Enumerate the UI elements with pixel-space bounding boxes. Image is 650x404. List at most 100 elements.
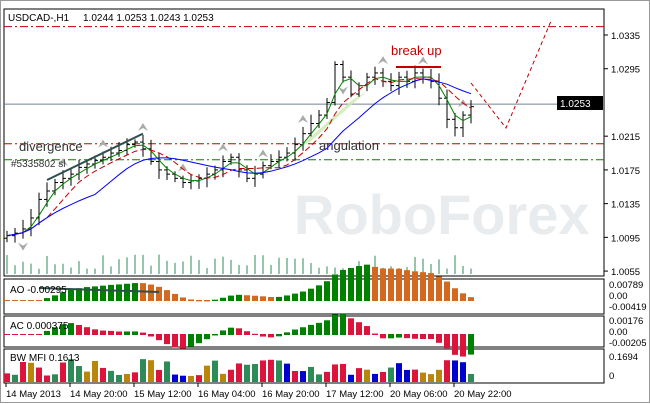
ao-bar [28,300,34,301]
ao-bar [84,287,90,301]
ac-bar [316,322,322,335]
mfi-bar [372,373,378,382]
ao-bar [124,283,130,301]
ac-bar [276,334,282,337]
fractal-up-icon [138,122,148,131]
ao-bar [316,285,322,301]
mfi-bar [388,367,394,382]
mfi-bar [100,367,106,382]
ao-bar [420,272,426,301]
fractal-down-icon [18,242,28,251]
mfi-bar [284,363,290,382]
mfi-bar [292,371,298,382]
ao-bar [100,285,106,301]
ac-bar [20,334,26,335]
fractal-up-icon [258,149,268,158]
ao-bar [188,299,194,301]
mfi-bar [204,365,210,382]
ac-bar [76,324,82,335]
mfi-bar [396,363,402,382]
fractal-up-icon [98,139,108,148]
ac-bar [228,327,234,335]
break-up-annotation: break up [391,43,442,58]
ao-bar [148,284,154,301]
mfi-bar [380,371,386,382]
forecast-line [470,20,552,129]
ac-bar [356,322,362,335]
mfi-bar [132,372,138,382]
ao-bar [252,295,258,301]
ao-bar [380,268,386,301]
fractal-up-icon [298,114,308,123]
ac-bar [4,334,10,335]
ao-bar [4,300,10,301]
fast-ma-line [6,76,472,237]
ac-bar [116,331,122,335]
fractal-down-icon [338,86,348,95]
mfi-bar [348,374,354,382]
mfi-bar [252,364,258,382]
mfi-bar [180,375,186,382]
mfi-bar [20,361,26,382]
mfi-bar [156,369,162,382]
ac-bar [156,334,162,341]
indicator-tick-label: 0.00176 [609,316,643,327]
ac-bar [332,314,338,335]
mfi-bar [404,369,410,382]
mfi-bar [172,374,178,382]
mfi-bar [364,369,370,382]
ac-bar [172,334,178,348]
divergence-annotation: divergence [19,139,83,154]
ao-bar [412,271,418,301]
ac-bar [28,334,34,335]
ao-bar [332,274,338,301]
divergence-trendline [46,132,144,181]
symbol-label: USDCAD-,H1 [8,13,70,24]
ao-bar [92,286,98,301]
ac-bar [84,327,90,335]
ac-bar [44,330,50,335]
ac-bar [180,334,186,349]
pane-frame [3,278,605,315]
mfi-bar [236,363,242,382]
mfi-label: BW MFI 0.1613 [10,353,80,364]
ao-bar [204,300,210,302]
mfi-bar [108,370,114,382]
ao-bar [244,295,250,301]
ac-bar [212,334,218,336]
mfi-bar [92,360,98,382]
y-tick-label: 1.0335 [611,31,640,42]
x-tick-label: 14 May 2013 [6,389,61,400]
ao-bar [180,297,186,301]
ao-bar [68,289,74,301]
mfi-bar [196,375,202,382]
ao-bar [404,270,410,301]
ac-bar [452,334,458,355]
ac-bar [460,334,466,357]
hidden-label: #5335802 sl [11,159,66,170]
ac-bar [436,334,442,343]
ac-bar [188,334,194,347]
angulation-annotation: angulation [319,138,379,153]
x-tick-label: 15 May 12:00 [134,389,192,400]
ac-bar [148,334,154,337]
ao-bar [236,294,242,301]
ao-bar [340,269,346,301]
ao-bar [12,300,18,301]
ac-bar [308,324,314,335]
ac-bar [68,323,74,335]
indicator-tick-label: 0 [609,371,614,382]
ao-bar [468,297,474,301]
pane-frame [3,315,605,348]
mfi-bar [36,367,42,382]
ao-divergence-line [38,287,160,293]
ao-bar [300,291,306,301]
ao-bar [364,264,370,301]
pane-frame [3,348,605,384]
ao-bar [260,296,266,301]
mfi-bar [124,373,130,382]
ao-bar [116,284,122,301]
slow-ma-line [6,78,472,237]
